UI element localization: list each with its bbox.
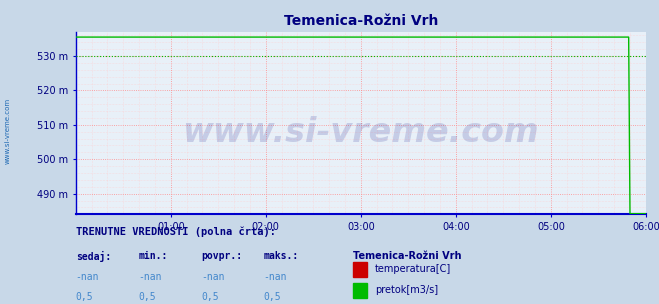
Text: www.si-vreme.com: www.si-vreme.com bbox=[5, 98, 11, 164]
Text: sedaj:: sedaj: bbox=[76, 251, 111, 262]
Text: TRENUTNE VREDNOSTI (polna črta):: TRENUTNE VREDNOSTI (polna črta): bbox=[76, 226, 275, 237]
Title: Temenica-Rožni Vrh: Temenica-Rožni Vrh bbox=[283, 14, 438, 28]
Text: -nan: -nan bbox=[201, 272, 225, 282]
Text: -nan: -nan bbox=[264, 272, 287, 282]
Text: -nan: -nan bbox=[138, 272, 162, 282]
Text: min.:: min.: bbox=[138, 251, 168, 261]
Text: Temenica-Rožni Vrh: Temenica-Rožni Vrh bbox=[353, 251, 461, 261]
Text: povpr.:: povpr.: bbox=[201, 251, 242, 261]
Text: 0,5: 0,5 bbox=[264, 292, 281, 302]
Text: pretok[m3/s]: pretok[m3/s] bbox=[375, 285, 438, 295]
Text: maks.:: maks.: bbox=[264, 251, 299, 261]
Text: 0,5: 0,5 bbox=[76, 292, 94, 302]
Text: 0,5: 0,5 bbox=[201, 292, 219, 302]
Text: 0,5: 0,5 bbox=[138, 292, 156, 302]
Text: -nan: -nan bbox=[76, 272, 100, 282]
Text: www.si-vreme.com: www.si-vreme.com bbox=[183, 116, 539, 149]
Text: temperatura[C]: temperatura[C] bbox=[375, 264, 451, 274]
